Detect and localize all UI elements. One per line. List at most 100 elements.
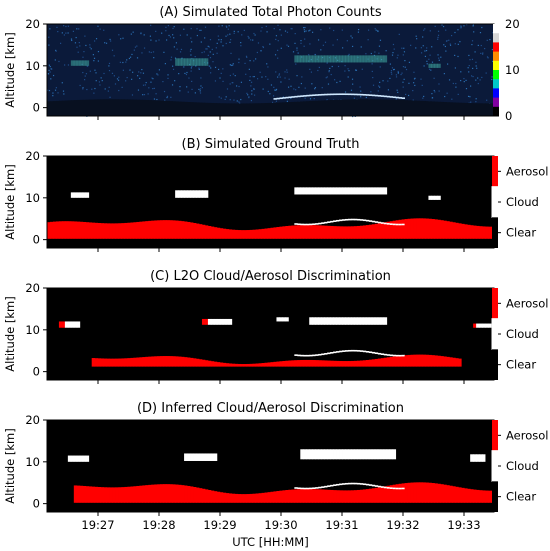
photon-speck — [298, 86, 300, 88]
low-cloud-pixel — [401, 354, 405, 357]
ground-band — [249, 103, 254, 116]
y-tick-label: 0 — [33, 497, 40, 511]
cloud-pixel — [330, 317, 334, 325]
photon-speck — [337, 65, 340, 68]
photon-speck — [155, 30, 157, 32]
aerosol-pixel — [452, 486, 456, 503]
photon-speck — [412, 99, 414, 101]
photon-speck — [407, 94, 410, 97]
low-cloud-pixel — [333, 484, 337, 486]
x-tick-label: 19:29 — [203, 518, 236, 532]
aerosol-pixel — [374, 358, 379, 367]
photon-speck — [240, 45, 242, 47]
cloud-pixel — [374, 449, 379, 460]
cloud-pixel — [347, 317, 352, 325]
aerosol-pixel — [413, 218, 417, 239]
photon-speck — [147, 93, 149, 95]
aerosol-signal — [380, 95, 385, 97]
low-cloud-pixel — [336, 351, 340, 353]
ground-band — [240, 103, 245, 116]
photon-speck — [477, 77, 479, 79]
low-cloud-pixel — [356, 218, 361, 221]
aerosol-pixel — [267, 228, 271, 239]
aerosol-signal — [279, 97, 283, 100]
cloud-pixel — [309, 187, 313, 195]
photon-speck — [442, 25, 445, 28]
photon-speck — [273, 28, 275, 30]
photon-speck — [253, 94, 256, 96]
aerosol-pixel — [297, 225, 301, 239]
cloud-pixel — [76, 321, 81, 328]
photon-speck — [445, 29, 447, 31]
aerosol-pixel — [312, 489, 316, 503]
ground-band — [88, 99, 93, 116]
photon-speck — [113, 55, 115, 57]
aerosol-pixel — [142, 221, 146, 239]
cloud-pixel — [67, 321, 72, 328]
panel-title: (B) Simulated Ground Truth — [182, 137, 360, 152]
photon-speck — [277, 76, 279, 78]
photon-speck — [151, 77, 153, 79]
photon-speck — [172, 27, 174, 30]
photon-speck — [239, 102, 241, 104]
photon-speck — [108, 69, 111, 72]
aerosol-pixel — [389, 356, 394, 367]
aerosol-pixel — [422, 218, 426, 239]
aerosol-pixel — [333, 490, 337, 503]
aerosol-pixel — [139, 357, 143, 367]
photon-speck — [118, 76, 120, 78]
cloud-pixel — [365, 187, 370, 195]
photon-speck — [121, 86, 123, 88]
photon-speck — [85, 73, 88, 75]
cloud-pixel — [437, 195, 441, 200]
photon-speck — [62, 90, 65, 92]
photon-speck — [286, 31, 289, 33]
panel-title: (D) Inferred Cloud/Aerosol Discriminatio… — [137, 401, 404, 416]
photon-speck — [353, 97, 355, 99]
ground-band — [258, 103, 262, 116]
photon-speck — [328, 71, 330, 73]
photon-speck — [286, 69, 288, 71]
aerosol-pixel — [279, 490, 283, 503]
photon-speck — [191, 65, 193, 68]
low-cloud-pixel — [368, 351, 373, 354]
ground-band — [49, 101, 54, 116]
y-tick-label: 10 — [25, 323, 40, 337]
photon-speck — [293, 88, 295, 90]
photon-speck — [440, 56, 442, 58]
photon-speck — [252, 76, 254, 78]
aerosol-pixel — [261, 492, 265, 503]
photon-speck — [212, 61, 214, 63]
low-cloud-pixel — [330, 220, 334, 223]
cloud-pixel — [377, 317, 382, 325]
photon-speck — [472, 24, 475, 26]
photon-speck — [325, 77, 327, 79]
photon-speck — [352, 83, 354, 85]
ground-band — [485, 103, 489, 116]
aerosol-pixel — [407, 218, 411, 239]
class-label: Aerosol — [506, 296, 548, 310]
aerosol-pixel — [151, 484, 155, 503]
low-cloud-pixel — [362, 350, 367, 353]
photon-speck — [470, 75, 473, 77]
photon-speck — [85, 44, 87, 47]
photon-speck — [269, 93, 271, 95]
ground-band — [246, 103, 251, 116]
aerosol-pixel — [309, 225, 313, 239]
aerosol-pixel — [157, 220, 161, 239]
photon-speck — [158, 69, 161, 71]
cloud-pixel — [336, 449, 340, 460]
aerosol-pixel — [118, 223, 122, 239]
low-cloud-pixel — [380, 353, 385, 355]
aerosol-pixel — [410, 354, 414, 367]
photon-speck — [224, 98, 226, 101]
photon-speck — [355, 69, 358, 71]
cloud-pixel — [353, 187, 358, 195]
photon-speck — [314, 86, 317, 89]
aerosol-pixel — [476, 489, 480, 503]
cloud-pixel — [347, 449, 352, 460]
aerosol-pixel — [163, 220, 167, 239]
aerosol-pixel — [118, 487, 122, 503]
ground-band — [455, 102, 459, 116]
photon-speck — [390, 70, 393, 72]
